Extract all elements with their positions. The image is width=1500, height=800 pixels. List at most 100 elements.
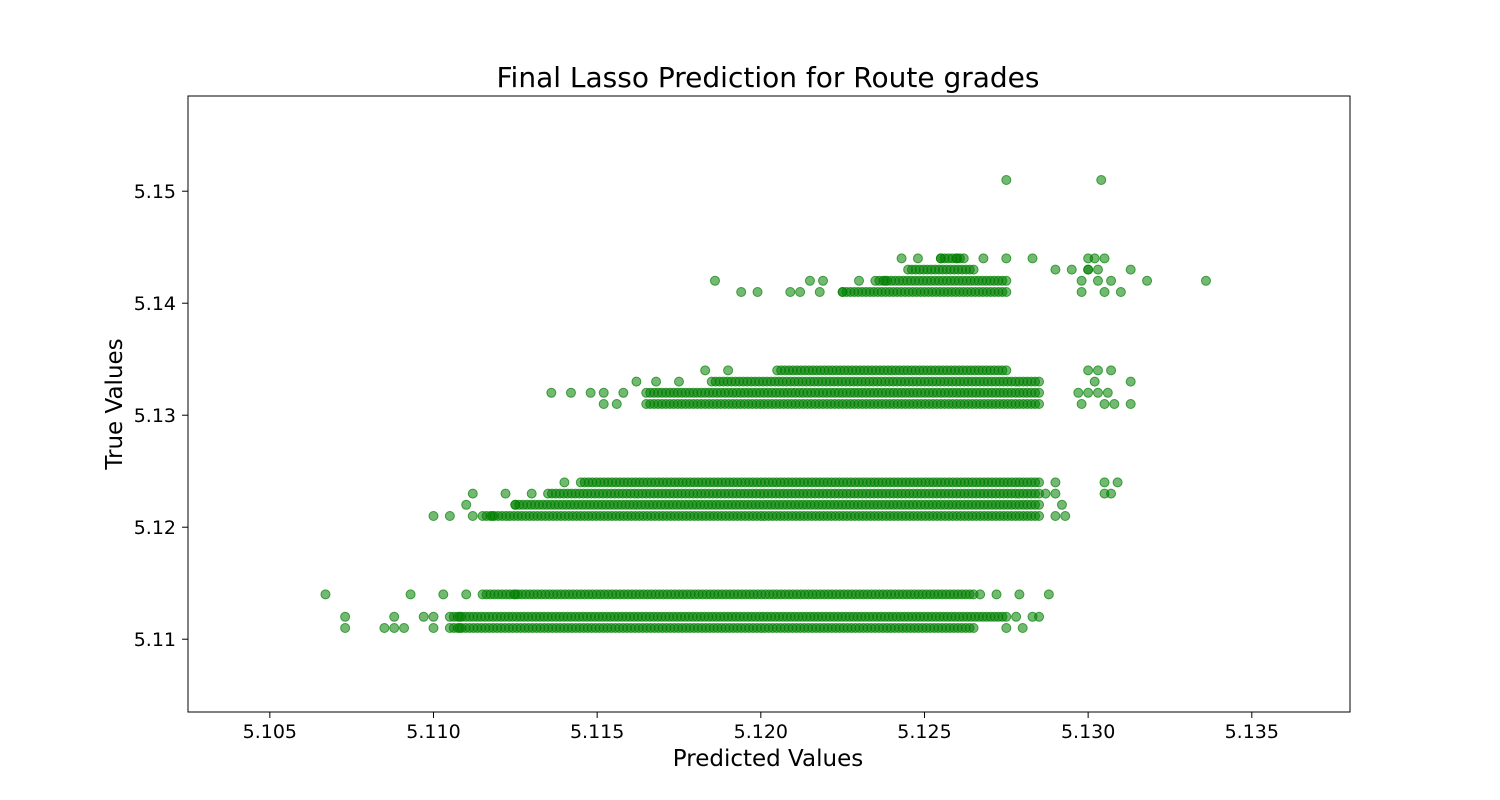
data-point bbox=[1001, 623, 1012, 633]
data-point bbox=[1017, 623, 1028, 633]
data-point bbox=[723, 365, 734, 376]
data-point bbox=[399, 623, 410, 633]
data-point bbox=[1073, 387, 1084, 398]
data-point bbox=[1001, 275, 1012, 286]
data-point bbox=[1099, 477, 1110, 488]
data-point bbox=[818, 275, 829, 286]
data-point bbox=[935, 253, 946, 264]
data-point bbox=[454, 623, 465, 633]
data-point bbox=[1034, 499, 1045, 510]
y-tick-label: 5.15 bbox=[134, 181, 176, 203]
data-point bbox=[510, 499, 521, 510]
x-tick-label: 5.125 bbox=[897, 721, 951, 743]
data-point bbox=[1050, 264, 1061, 275]
data-point bbox=[565, 387, 576, 398]
data-point bbox=[1102, 387, 1113, 398]
data-point bbox=[1001, 365, 1012, 376]
data-point bbox=[1125, 399, 1136, 409]
data-point bbox=[814, 287, 825, 297]
data-point bbox=[1200, 275, 1211, 286]
data-point bbox=[1034, 376, 1045, 387]
data-point bbox=[510, 589, 521, 600]
data-point bbox=[1092, 275, 1103, 286]
data-point bbox=[1083, 387, 1094, 398]
data-point bbox=[837, 287, 848, 297]
data-point bbox=[379, 623, 390, 633]
x-tick-label: 5.105 bbox=[243, 721, 297, 743]
y-tick-label: 5.12 bbox=[134, 517, 176, 539]
data-point bbox=[1066, 264, 1077, 275]
data-point bbox=[631, 376, 642, 387]
data-point bbox=[968, 623, 979, 633]
data-point bbox=[500, 488, 511, 499]
data-point bbox=[785, 287, 796, 297]
data-point bbox=[1056, 499, 1067, 510]
data-point bbox=[1034, 511, 1045, 521]
data-point bbox=[1027, 611, 1038, 622]
data-point bbox=[1115, 287, 1126, 297]
data-point bbox=[1099, 253, 1110, 264]
data-point bbox=[467, 488, 478, 499]
data-point bbox=[912, 253, 923, 264]
data-point bbox=[1142, 275, 1153, 286]
data-point bbox=[673, 376, 684, 387]
data-point bbox=[1060, 511, 1071, 521]
data-point bbox=[320, 589, 331, 600]
data-point bbox=[1106, 365, 1117, 376]
data-point bbox=[1125, 264, 1136, 275]
data-point bbox=[611, 399, 622, 409]
data-point bbox=[991, 589, 1002, 600]
data-point bbox=[526, 488, 537, 499]
data-point bbox=[585, 387, 596, 398]
data-point bbox=[896, 253, 907, 264]
data-point bbox=[1001, 175, 1012, 185]
x-tick-label: 5.115 bbox=[570, 721, 624, 743]
data-point bbox=[559, 477, 570, 488]
data-point bbox=[1076, 287, 1087, 297]
data-point bbox=[1106, 275, 1117, 286]
data-point bbox=[709, 275, 720, 286]
data-point bbox=[1001, 611, 1012, 622]
y-tick-label: 5.13 bbox=[134, 405, 176, 427]
x-tick-label: 5.130 bbox=[1061, 721, 1115, 743]
x-axis: 5.105 5.110 5.115 5.120 5.125 5.130 5.135 bbox=[243, 712, 1279, 743]
data-point bbox=[854, 275, 865, 286]
data-point bbox=[1106, 488, 1117, 499]
y-tick-label: 5.11 bbox=[134, 629, 176, 651]
data-point bbox=[1112, 477, 1123, 488]
data-point bbox=[1099, 287, 1110, 297]
data-point bbox=[736, 287, 747, 297]
data-point bbox=[1099, 399, 1110, 409]
data-point bbox=[651, 376, 662, 387]
data-point bbox=[1125, 376, 1136, 387]
data-point bbox=[418, 611, 429, 622]
x-tick-label: 5.135 bbox=[1225, 721, 1279, 743]
points-layer bbox=[320, 175, 1211, 633]
y-axis-title: True Values bbox=[102, 338, 128, 470]
data-point bbox=[1011, 611, 1022, 622]
data-point bbox=[1034, 387, 1045, 398]
data-point bbox=[438, 589, 449, 600]
data-point bbox=[340, 611, 351, 622]
data-point bbox=[880, 275, 891, 286]
data-point bbox=[340, 623, 351, 633]
data-point bbox=[461, 499, 472, 510]
data-point bbox=[1109, 399, 1120, 409]
data-point bbox=[389, 611, 400, 622]
data-point bbox=[975, 589, 986, 600]
data-point bbox=[461, 589, 472, 600]
data-point bbox=[389, 623, 400, 633]
chart-title: Final Lasso Prediction for Route grades bbox=[496, 61, 1039, 94]
data-point bbox=[700, 365, 711, 376]
data-point bbox=[1027, 253, 1038, 264]
data-point bbox=[428, 511, 439, 521]
data-point bbox=[1076, 399, 1087, 409]
y-tick-label: 5.14 bbox=[134, 293, 176, 315]
data-point bbox=[968, 264, 979, 275]
data-point bbox=[428, 611, 439, 622]
data-point bbox=[1076, 275, 1087, 286]
data-point bbox=[1050, 488, 1061, 499]
data-point bbox=[1050, 477, 1061, 488]
data-point bbox=[1092, 387, 1103, 398]
